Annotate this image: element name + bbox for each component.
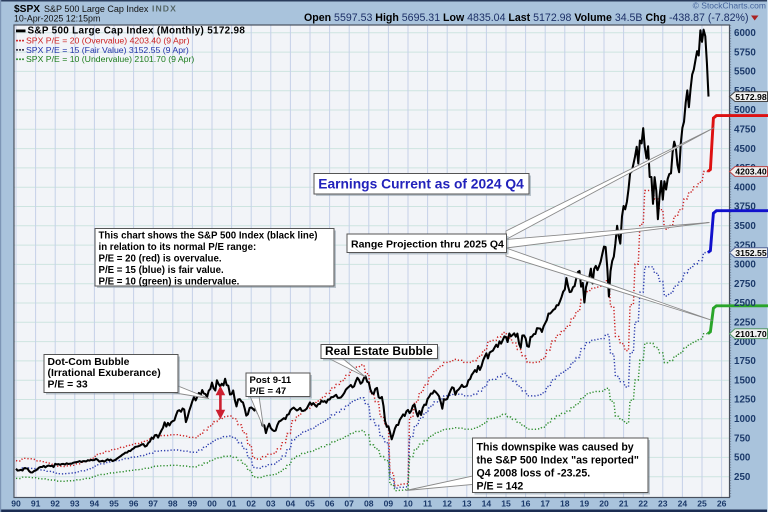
svg-text:P/E = 47: P/E = 47	[250, 386, 287, 397]
svg-text:26: 26	[717, 498, 727, 508]
svg-text:Q4 2008 loss of -23.25.: Q4 2008 loss of -23.25.	[477, 467, 591, 479]
svg-text:10: 10	[403, 498, 413, 508]
svg-text:S&P 500 Large Cap Index (Month: S&P 500 Large Cap Index (Monthly) 5172.9…	[28, 26, 246, 37]
svg-text:in relation to its normal P/E: in relation to its normal P/E range:	[99, 242, 257, 253]
svg-text:4203.40: 4203.40	[735, 167, 767, 177]
svg-text:95: 95	[109, 498, 119, 508]
svg-text:500: 500	[734, 453, 751, 464]
svg-text:INDX: INDX	[152, 4, 177, 14]
svg-text:4500: 4500	[734, 144, 756, 155]
svg-text:16: 16	[521, 498, 531, 508]
svg-text:94: 94	[90, 498, 100, 508]
svg-text:6000: 6000	[734, 28, 756, 39]
svg-text:3250: 3250	[734, 240, 756, 251]
svg-text:$SPX: $SPX	[14, 4, 40, 15]
svg-text:97: 97	[148, 498, 158, 508]
svg-text:2101.70: 2101.70	[735, 329, 767, 339]
svg-text:1750: 1750	[734, 356, 756, 367]
svg-text:This chart shows the S&P 500 I: This chart shows the S&P 500 Index (blac…	[99, 231, 318, 242]
svg-text:P/E = 33: P/E = 33	[48, 379, 88, 390]
svg-text:Dot-Com Bubble: Dot-Com Bubble	[48, 357, 130, 368]
svg-text:2250: 2250	[734, 318, 756, 329]
svg-text:19: 19	[580, 498, 590, 508]
svg-text:07: 07	[344, 498, 354, 508]
svg-text:12: 12	[442, 498, 452, 508]
svg-text:96: 96	[129, 498, 139, 508]
svg-text:This downspike was caused by: This downspike was caused by	[477, 441, 634, 453]
svg-text:90: 90	[11, 498, 21, 508]
svg-text:3152.55: 3152.55	[735, 248, 767, 258]
svg-text:5750: 5750	[734, 47, 756, 58]
svg-text:05: 05	[305, 498, 315, 508]
svg-text:04: 04	[286, 498, 296, 508]
svg-text:2750: 2750	[734, 279, 756, 290]
svg-text:P/E = 20 (red) is overvalue.: P/E = 20 (red) is overvalue.	[99, 254, 222, 265]
svg-text:01: 01	[227, 498, 237, 508]
svg-text:SPX P/E = 20 (Overvalue) 4203.: SPX P/E = 20 (Overvalue) 4203.40 (9 Apr)	[26, 36, 190, 46]
svg-text:5000: 5000	[734, 105, 756, 116]
svg-text:18: 18	[560, 498, 570, 508]
svg-text:99: 99	[188, 498, 198, 508]
svg-text:1250: 1250	[734, 395, 756, 406]
svg-text:93: 93	[70, 498, 80, 508]
svg-text:98: 98	[168, 498, 178, 508]
svg-text:SPX P/E = 15 (Fair Value) 3152: SPX P/E = 15 (Fair Value) 3152.55 (9 Apr…	[26, 45, 189, 55]
svg-text:P/E = 15 (blue) is fair value.: P/E = 15 (blue) is fair value.	[99, 265, 224, 276]
svg-text:00: 00	[207, 498, 217, 508]
svg-text:11: 11	[423, 498, 432, 508]
svg-text:Post 9-11: Post 9-11	[250, 375, 292, 386]
svg-text:Range Projection thru 2025 Q4: Range Projection thru 2025 Q4	[351, 238, 504, 250]
svg-text:17: 17	[540, 498, 550, 508]
svg-text:03: 03	[266, 498, 276, 508]
svg-text:08: 08	[364, 498, 374, 508]
svg-text:23: 23	[658, 498, 668, 508]
svg-text:© StockCharts.com: © StockCharts.com	[693, 1, 766, 11]
svg-text:09: 09	[384, 498, 394, 508]
svg-text:Earnings Current as of 2024 Q4: Earnings Current as of 2024 Q4	[318, 176, 524, 191]
svg-text:3000: 3000	[734, 260, 756, 271]
svg-text:Open 5597.53 High 5695.31 Low: Open 5597.53 High 5695.31 Low 4835.04 La…	[304, 12, 748, 24]
svg-text:P/E = 142: P/E = 142	[477, 480, 524, 492]
svg-text:S&P 500 Large Cap Index: S&P 500 Large Cap Index	[44, 4, 149, 14]
svg-text:21: 21	[619, 498, 629, 508]
svg-text:2500: 2500	[734, 298, 756, 309]
svg-text:06: 06	[325, 498, 335, 508]
svg-text:5500: 5500	[734, 67, 756, 78]
svg-text:3750: 3750	[734, 202, 756, 213]
svg-text:92: 92	[50, 498, 60, 508]
svg-text:20: 20	[599, 498, 609, 508]
svg-text:the S&P 500 Index "as reported: the S&P 500 Index "as reported"	[477, 454, 639, 466]
svg-text:13: 13	[462, 498, 472, 508]
svg-text:P/E = 10 (green) is undervalue: P/E = 10 (green) is undervalue.	[99, 276, 240, 287]
svg-text:10-Apr-2025 12:15pm: 10-Apr-2025 12:15pm	[14, 14, 100, 24]
svg-text:SPX P/E = 10 (Undervalue) 2101: SPX P/E = 10 (Undervalue) 2101.70 (9 Apr…	[26, 54, 194, 64]
svg-text:14: 14	[482, 498, 492, 508]
svg-text:750: 750	[734, 433, 751, 444]
svg-text:1000: 1000	[734, 414, 756, 425]
svg-text:Real Estate Bubble: Real Estate Bubble	[325, 344, 433, 358]
svg-text:5172.98: 5172.98	[735, 92, 767, 102]
svg-text:1500: 1500	[734, 375, 756, 386]
svg-text:24: 24	[678, 498, 688, 508]
svg-text:250: 250	[734, 472, 751, 483]
svg-text:91: 91	[31, 498, 41, 508]
svg-text:(Irrational Exuberance): (Irrational Exuberance)	[48, 368, 161, 379]
svg-text:02: 02	[246, 498, 256, 508]
svg-text:4750: 4750	[734, 125, 756, 136]
svg-text:4000: 4000	[734, 182, 756, 193]
svg-text:22: 22	[638, 498, 648, 508]
svg-text:25: 25	[697, 498, 707, 508]
svg-text:3500: 3500	[734, 221, 756, 232]
svg-text:2000: 2000	[734, 337, 756, 348]
svg-text:15: 15	[501, 498, 511, 508]
